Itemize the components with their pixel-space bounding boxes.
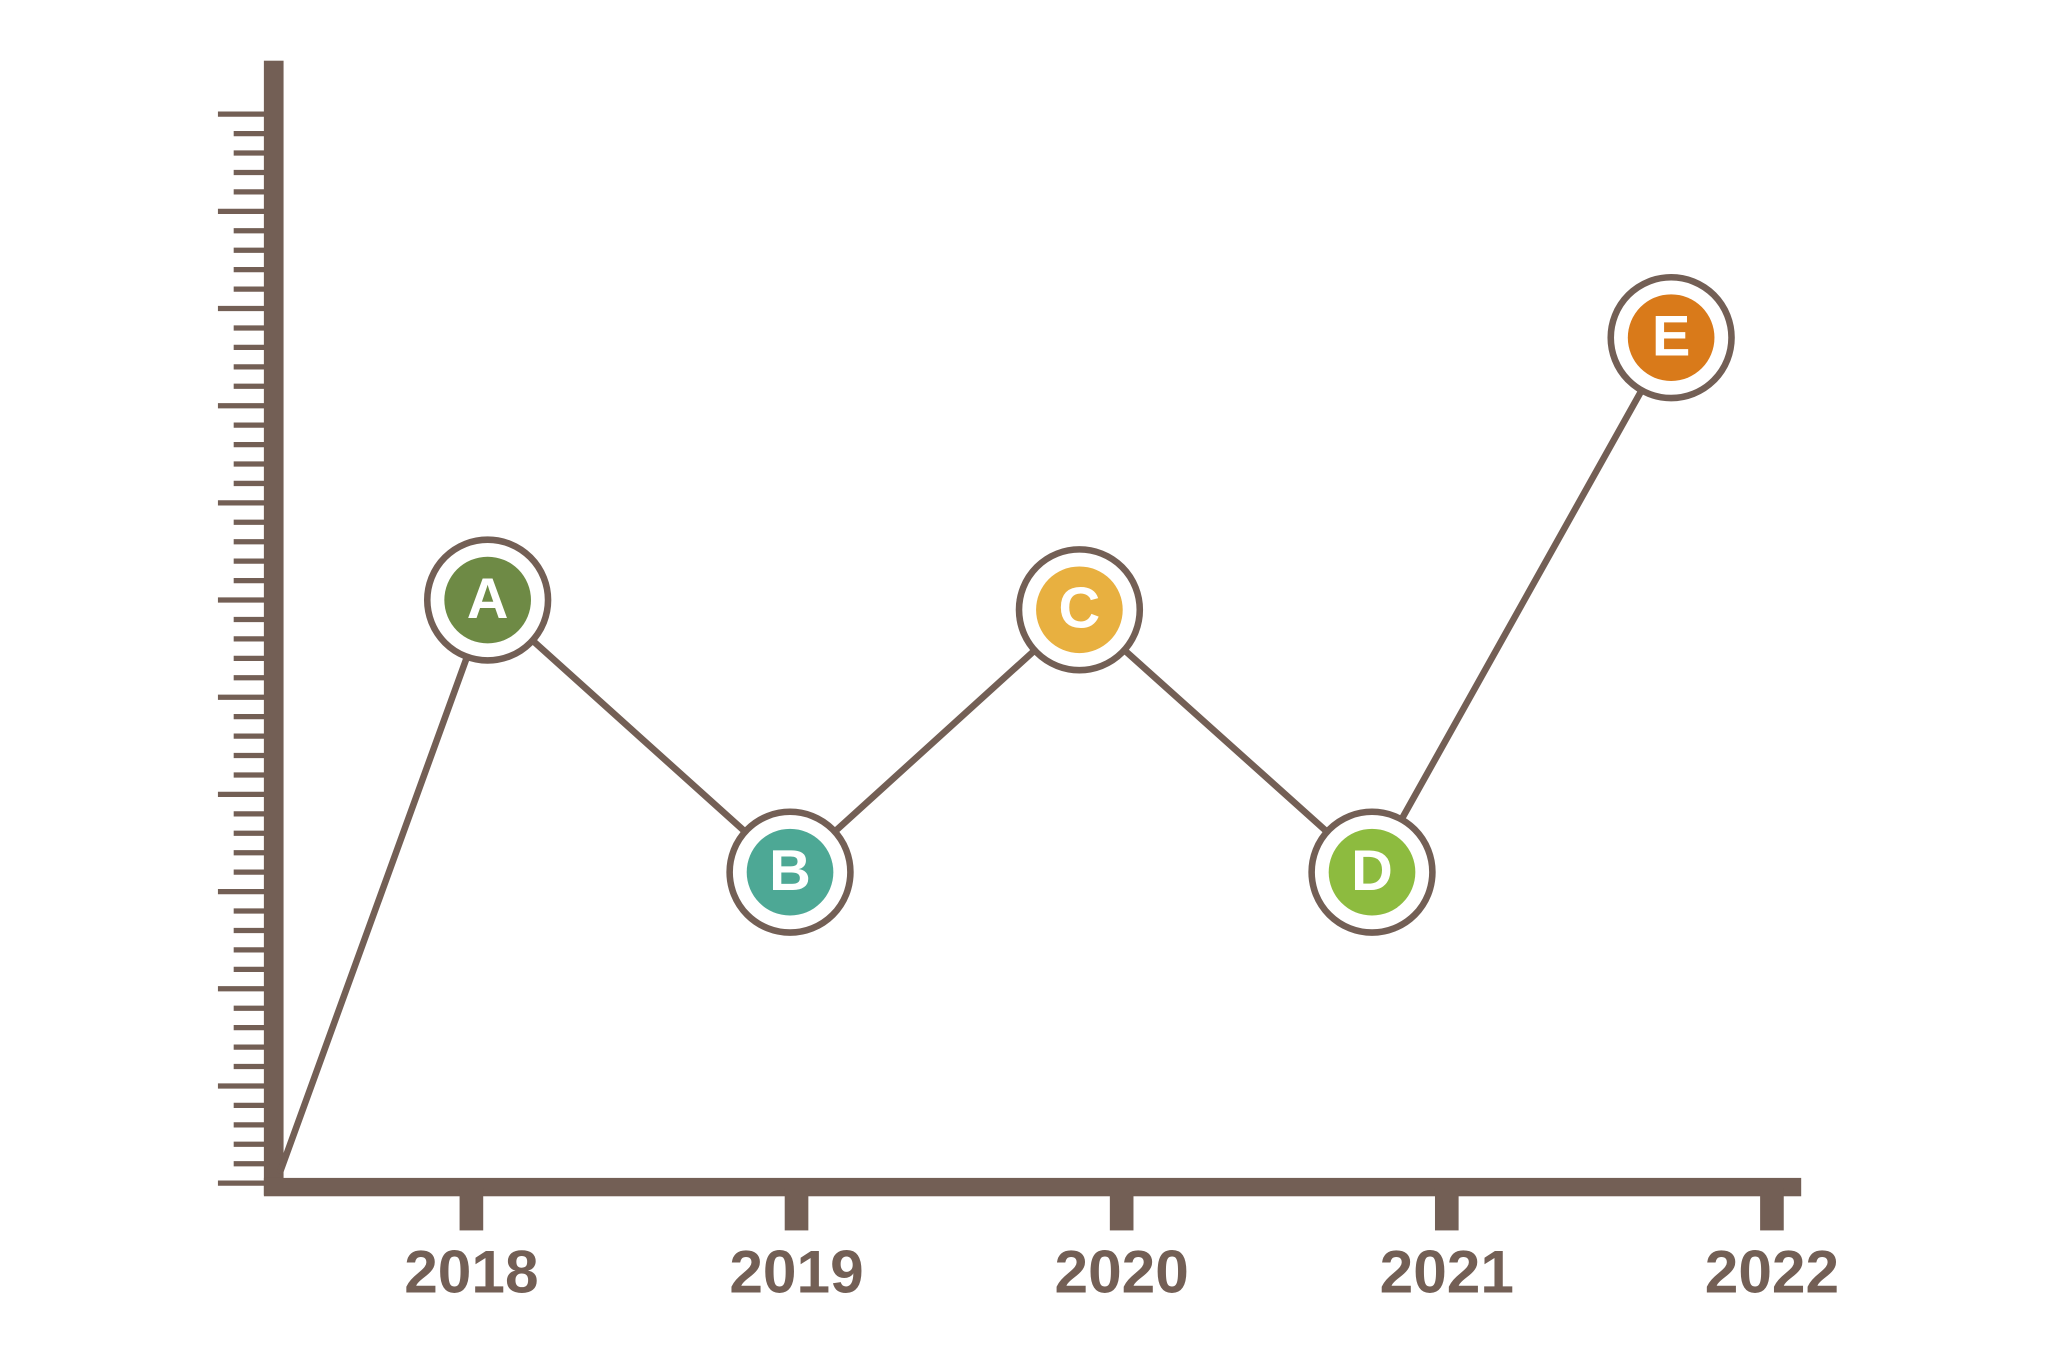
x-tick-mark <box>1760 1188 1784 1231</box>
x-tick-label: 2018 <box>404 1237 538 1305</box>
x-tick-mark <box>1109 1188 1134 1231</box>
point-label: E <box>1652 305 1691 369</box>
x-tick-mark <box>784 1188 809 1231</box>
y-axis <box>263 60 284 1195</box>
point-badge <box>746 828 834 916</box>
x-tick-label: 2020 <box>1055 1237 1189 1305</box>
x-tick-mark <box>1434 1188 1459 1231</box>
point-badge <box>444 556 531 644</box>
point-badge <box>1328 828 1416 916</box>
point-badge <box>1036 566 1123 654</box>
x-tick-label: 2021 <box>1380 1237 1514 1305</box>
point-label: D <box>1351 839 1393 903</box>
point-badge <box>1627 294 1715 381</box>
x-tick-label: 2019 <box>729 1237 863 1305</box>
point-label: A <box>467 567 509 631</box>
point-label: C <box>1059 577 1101 641</box>
x-tick-mark <box>459 1188 484 1231</box>
data-line <box>276 336 1675 1175</box>
x-tick-label: 2022 <box>1705 1237 1839 1305</box>
point-label: B <box>769 839 811 903</box>
x-axis <box>263 1177 1802 1197</box>
